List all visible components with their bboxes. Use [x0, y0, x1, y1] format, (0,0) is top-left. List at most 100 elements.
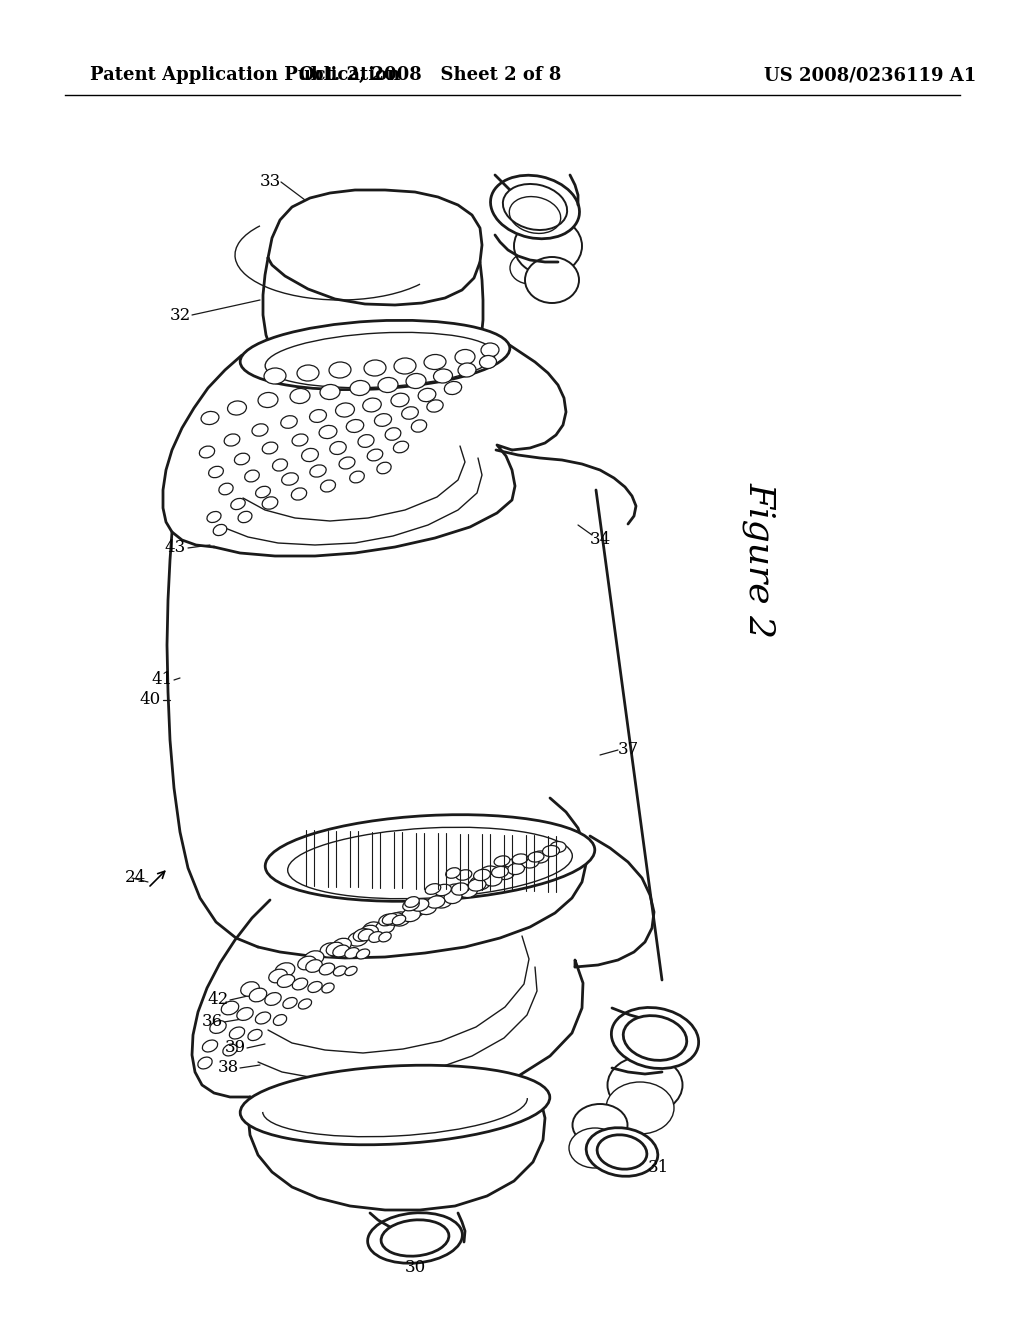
Ellipse shape: [198, 1057, 212, 1069]
Ellipse shape: [227, 401, 247, 414]
Ellipse shape: [223, 1044, 238, 1056]
Ellipse shape: [611, 1007, 698, 1068]
Ellipse shape: [377, 462, 391, 474]
Text: 33: 33: [259, 173, 281, 190]
Ellipse shape: [418, 388, 436, 401]
Ellipse shape: [265, 993, 282, 1006]
Text: 42: 42: [208, 991, 228, 1008]
Polygon shape: [172, 450, 662, 1005]
Ellipse shape: [265, 333, 495, 388]
Ellipse shape: [273, 1015, 287, 1026]
Ellipse shape: [606, 1082, 674, 1134]
Ellipse shape: [327, 942, 344, 956]
Text: 36: 36: [202, 1014, 222, 1031]
Ellipse shape: [496, 866, 514, 879]
Ellipse shape: [333, 945, 349, 957]
Ellipse shape: [364, 360, 386, 376]
Ellipse shape: [358, 434, 374, 447]
Ellipse shape: [401, 908, 421, 921]
Ellipse shape: [379, 915, 395, 925]
Ellipse shape: [241, 321, 510, 389]
Ellipse shape: [392, 915, 406, 925]
Ellipse shape: [572, 1104, 628, 1146]
Ellipse shape: [238, 511, 252, 523]
Text: 34: 34: [590, 532, 610, 549]
Text: 43: 43: [165, 540, 185, 557]
Ellipse shape: [624, 1015, 687, 1060]
Ellipse shape: [297, 366, 319, 381]
Ellipse shape: [200, 446, 215, 458]
Ellipse shape: [455, 350, 475, 364]
Ellipse shape: [334, 966, 347, 975]
Ellipse shape: [402, 899, 419, 911]
Ellipse shape: [356, 949, 370, 960]
Ellipse shape: [336, 403, 354, 417]
Text: 38: 38: [217, 1060, 239, 1077]
Ellipse shape: [258, 392, 278, 408]
Ellipse shape: [234, 453, 250, 465]
Ellipse shape: [379, 932, 391, 942]
Ellipse shape: [492, 866, 509, 878]
Ellipse shape: [427, 400, 443, 412]
Ellipse shape: [306, 960, 323, 973]
Ellipse shape: [322, 983, 334, 993]
Ellipse shape: [209, 466, 223, 478]
Polygon shape: [268, 190, 482, 305]
Ellipse shape: [346, 420, 364, 433]
Ellipse shape: [521, 855, 539, 869]
Ellipse shape: [444, 381, 462, 395]
Ellipse shape: [262, 496, 278, 510]
Ellipse shape: [412, 420, 427, 432]
Ellipse shape: [404, 896, 419, 907]
Ellipse shape: [586, 1127, 657, 1176]
Ellipse shape: [512, 854, 528, 865]
Ellipse shape: [508, 863, 524, 875]
Ellipse shape: [345, 948, 359, 958]
Ellipse shape: [362, 399, 381, 412]
Ellipse shape: [252, 424, 268, 436]
Ellipse shape: [432, 894, 452, 908]
Ellipse shape: [292, 978, 307, 990]
Ellipse shape: [445, 867, 461, 878]
Ellipse shape: [278, 974, 295, 987]
Ellipse shape: [333, 939, 351, 952]
Ellipse shape: [506, 858, 524, 871]
Ellipse shape: [292, 434, 308, 446]
Ellipse shape: [255, 1012, 270, 1024]
Text: Figure 2: Figure 2: [743, 482, 777, 638]
Ellipse shape: [434, 884, 452, 896]
Ellipse shape: [282, 473, 298, 486]
Ellipse shape: [321, 942, 340, 957]
Ellipse shape: [550, 841, 566, 853]
Text: 30: 30: [404, 1259, 426, 1276]
Ellipse shape: [412, 899, 429, 911]
Ellipse shape: [221, 1001, 239, 1015]
Ellipse shape: [406, 903, 425, 917]
Ellipse shape: [224, 434, 240, 446]
Ellipse shape: [425, 883, 440, 895]
Ellipse shape: [229, 1027, 245, 1039]
Ellipse shape: [283, 998, 297, 1008]
Ellipse shape: [275, 962, 295, 977]
Ellipse shape: [304, 950, 324, 965]
Ellipse shape: [210, 1020, 226, 1034]
Ellipse shape: [353, 929, 371, 941]
Ellipse shape: [368, 1213, 463, 1263]
Ellipse shape: [281, 416, 297, 428]
Ellipse shape: [262, 442, 278, 454]
Text: US 2008/0236119 A1: US 2008/0236119 A1: [764, 66, 976, 84]
Ellipse shape: [248, 1030, 262, 1040]
Ellipse shape: [382, 913, 397, 924]
Ellipse shape: [319, 964, 335, 975]
Text: 40: 40: [139, 692, 161, 709]
Text: 41: 41: [152, 672, 173, 689]
Ellipse shape: [321, 384, 340, 400]
Text: Oct. 2, 2008   Sheet 2 of 8: Oct. 2, 2008 Sheet 2 of 8: [299, 66, 561, 84]
Ellipse shape: [458, 363, 476, 378]
Ellipse shape: [319, 425, 337, 438]
Ellipse shape: [401, 407, 419, 420]
Ellipse shape: [391, 393, 409, 407]
Ellipse shape: [339, 457, 355, 469]
Ellipse shape: [265, 814, 595, 902]
Ellipse shape: [376, 920, 394, 933]
